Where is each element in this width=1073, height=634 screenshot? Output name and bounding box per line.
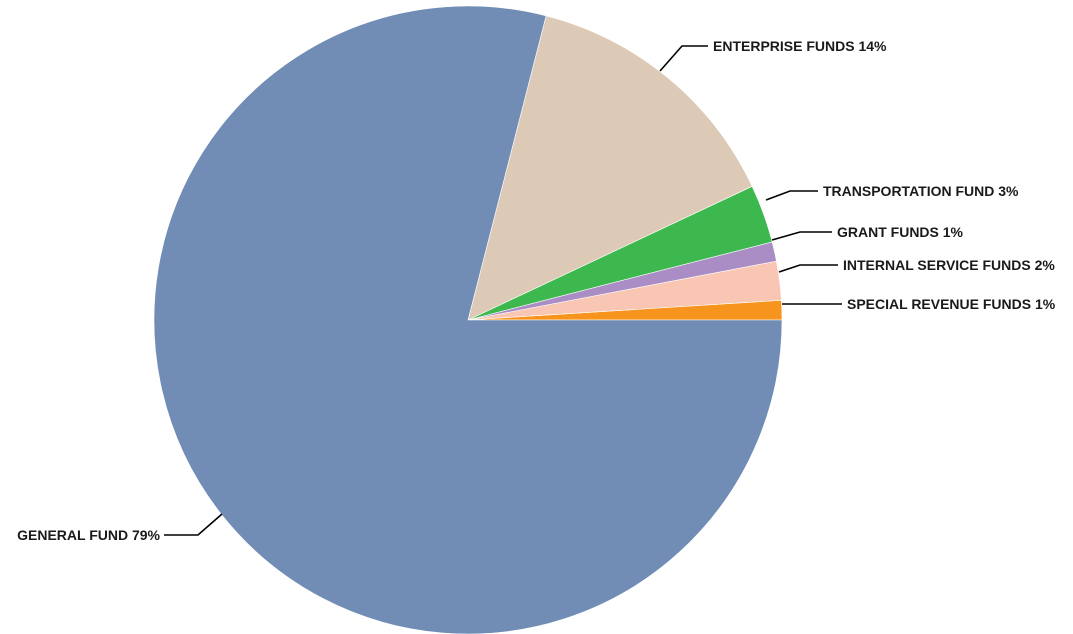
data-label-general-fund: GENERAL FUND 79% xyxy=(17,527,160,543)
leader-line-internal-service-funds xyxy=(778,264,838,273)
data-labels: SPECIAL REVENUE FUNDS 1% INTERNAL SERVICE… xyxy=(17,38,1056,543)
data-label-grant-funds: GRANT FUNDS 1% xyxy=(837,224,964,240)
leader-line-enterprise-funds xyxy=(659,45,708,72)
leader-line-general-fund xyxy=(164,513,223,536)
pie-slice-general-fund xyxy=(153,5,783,634)
data-label-transportation-fund: TRANSPORTATION FUND 3% xyxy=(823,183,1019,199)
leader-line-grant-funds xyxy=(771,231,832,241)
data-label-internal-service-funds: INTERNAL SERVICE FUNDS 2% xyxy=(843,257,1055,273)
leader-line-transportation-fund xyxy=(765,190,818,201)
leader-lines xyxy=(164,45,842,536)
pie-slices xyxy=(153,5,783,634)
data-label-special-revenue-funds: SPECIAL REVENUE FUNDS 1% xyxy=(847,296,1056,312)
data-label-enterprise-funds: ENTERPRISE FUNDS 14% xyxy=(713,38,887,54)
pie-slice-enterprise-funds xyxy=(467,15,753,321)
